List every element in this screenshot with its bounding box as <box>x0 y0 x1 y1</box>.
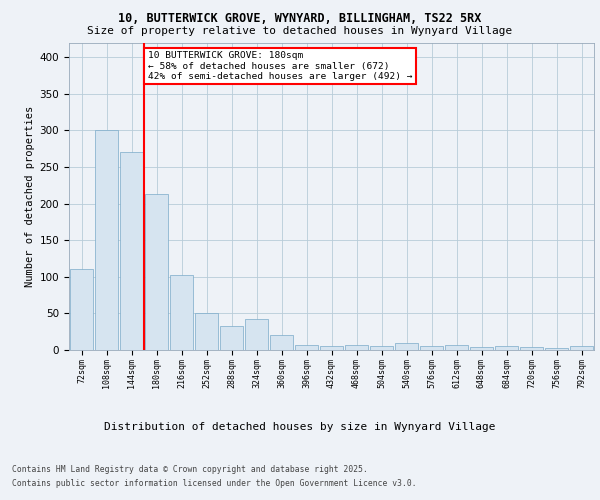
Bar <box>170 276 193 350</box>
Bar <box>95 130 118 350</box>
Text: Contains public sector information licensed under the Open Government Licence v3: Contains public sector information licen… <box>12 479 416 488</box>
Y-axis label: Number of detached properties: Number of detached properties <box>25 106 35 287</box>
Text: 10 BUTTERWICK GROVE: 180sqm
← 58% of detached houses are smaller (672)
42% of se: 10 BUTTERWICK GROVE: 180sqm ← 58% of det… <box>148 52 412 81</box>
Bar <box>520 347 544 350</box>
Text: Contains HM Land Registry data © Crown copyright and database right 2025.: Contains HM Land Registry data © Crown c… <box>12 466 368 474</box>
Bar <box>70 270 94 350</box>
Bar <box>145 194 169 350</box>
Bar <box>419 346 443 350</box>
Bar <box>320 346 343 350</box>
Bar <box>119 152 143 350</box>
Bar <box>245 320 268 350</box>
Bar <box>395 342 418 350</box>
Bar <box>269 336 293 350</box>
Bar <box>494 346 518 350</box>
Bar <box>295 345 319 350</box>
Bar <box>344 345 368 350</box>
Bar <box>370 346 394 350</box>
Text: 10, BUTTERWICK GROVE, WYNYARD, BILLINGHAM, TS22 5RX: 10, BUTTERWICK GROVE, WYNYARD, BILLINGHA… <box>118 12 482 26</box>
Text: Distribution of detached houses by size in Wynyard Village: Distribution of detached houses by size … <box>104 422 496 432</box>
Bar <box>445 345 469 350</box>
Bar <box>470 347 493 350</box>
Bar <box>194 314 218 350</box>
Bar <box>569 346 593 350</box>
Text: Size of property relative to detached houses in Wynyard Village: Size of property relative to detached ho… <box>88 26 512 36</box>
Bar <box>220 326 244 350</box>
Bar <box>545 348 568 350</box>
